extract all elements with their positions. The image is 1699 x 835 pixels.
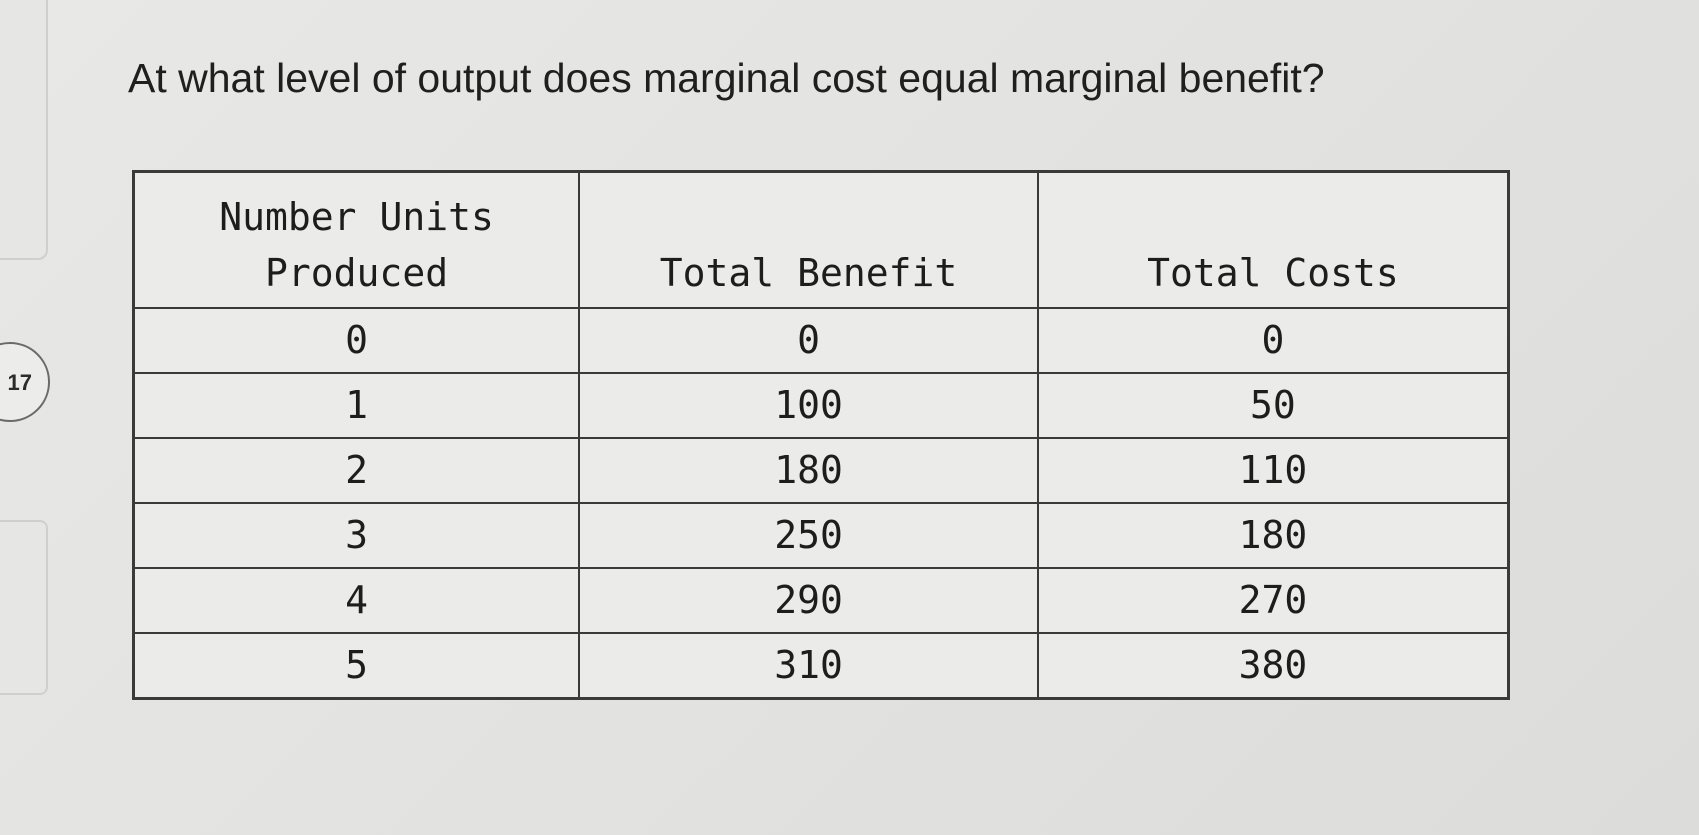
cell-units: 4 [132,567,581,634]
cell-costs: 0 [1036,307,1510,374]
cell-units: 2 [132,437,581,504]
question-number-label: 17 [7,370,32,395]
table-header-row: Number Units Produced Total Benefit Tota… [132,170,1510,309]
question-prompt: At what level of output does marginal co… [128,55,1325,101]
cell-units: 5 [132,632,581,700]
cell-benefit: 310 [578,632,1039,700]
cell-costs: 270 [1036,567,1510,634]
cell-benefit: 250 [578,502,1039,569]
cell-units: 1 [132,372,581,439]
benefit-cost-table: Number Units Produced Total Benefit Tota… [132,170,1510,700]
cell-costs: 50 [1036,372,1510,439]
cell-benefit: 180 [578,437,1039,504]
cell-benefit: 290 [578,567,1039,634]
header-total-benefit: Total Benefit [578,170,1039,309]
table-row: 2 180 110 [132,437,1510,504]
cell-costs: 110 [1036,437,1510,504]
header-units-line-2: Produced [265,251,449,295]
table-row: 3 250 180 [132,502,1510,569]
previous-question-card [0,0,48,260]
table-row: 5 310 380 [132,632,1510,700]
table-row: 0 0 0 [132,307,1510,374]
header-units-line-1: Number Units [219,195,494,239]
header-total-costs: Total Costs [1036,170,1510,309]
cell-units: 3 [132,502,581,569]
cell-costs: 180 [1036,502,1510,569]
table-row: 1 100 50 [132,372,1510,439]
cell-units: 0 [132,307,581,374]
cell-benefit: 0 [578,307,1039,374]
header-number-units-produced: Number Units Produced [132,170,581,309]
cell-costs: 380 [1036,632,1510,700]
cell-benefit: 100 [578,372,1039,439]
table-row: 4 290 270 [132,567,1510,634]
side-panel-card [0,520,48,695]
